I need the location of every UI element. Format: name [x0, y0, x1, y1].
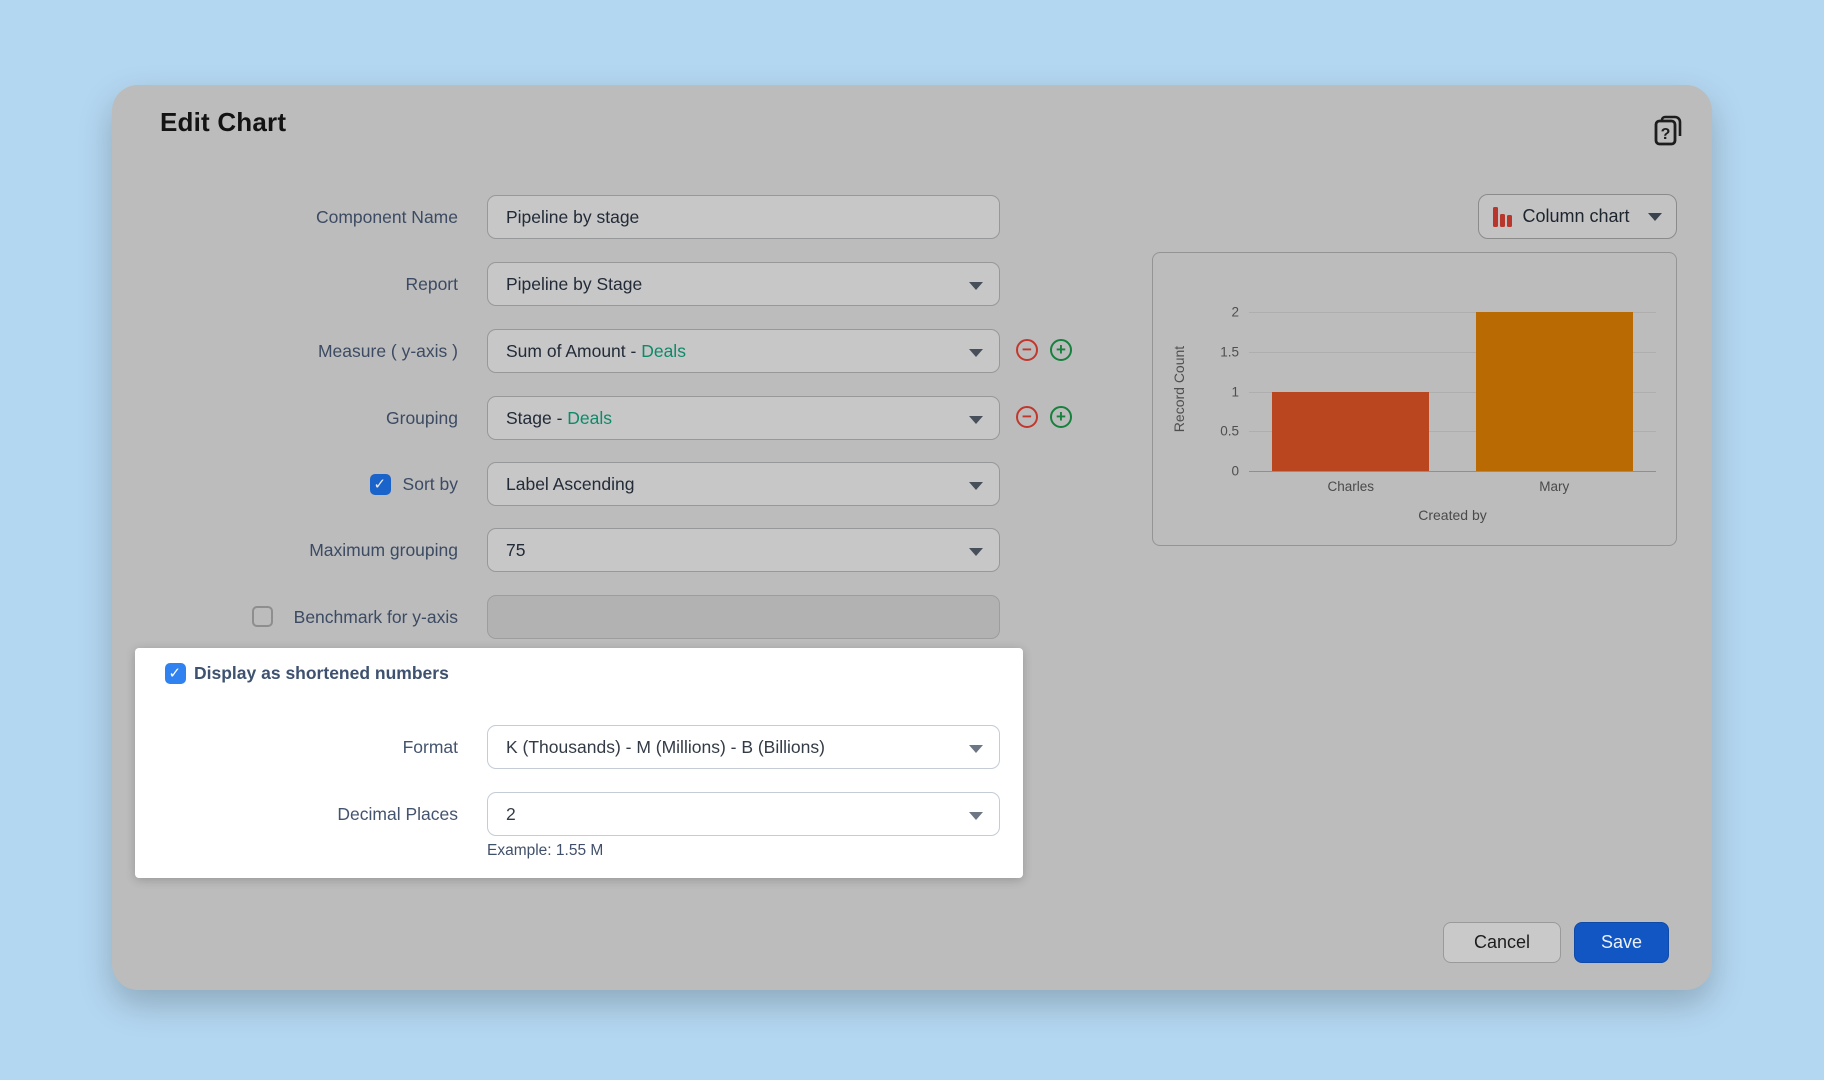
sort-by-label: Sort by [402, 474, 458, 494]
y-tick-label: 1.5 [1220, 344, 1239, 360]
grouping-module-accent: Deals [567, 408, 613, 428]
shortened-numbers-checkbox[interactable] [165, 663, 186, 684]
bar-charles [1272, 391, 1430, 471]
gridline [1249, 391, 1656, 393]
chevron-down-icon [969, 745, 983, 753]
gridline [1249, 471, 1656, 472]
sort-by-checkbox[interactable] [370, 474, 391, 495]
gridline [1249, 351, 1656, 353]
y-tick-label: 0.5 [1220, 423, 1239, 439]
gridline [1249, 312, 1656, 313]
chevron-down-icon [969, 282, 983, 290]
edit-chart-dialog: Edit Chart ? Component Name Pipeline by … [112, 85, 1712, 990]
chevron-down-icon [969, 349, 983, 357]
report-dropdown[interactable]: Pipeline by Stage [487, 262, 1000, 306]
chevron-down-icon [969, 548, 983, 556]
chevron-down-icon [969, 482, 983, 490]
svg-text:?: ? [1661, 126, 1671, 143]
decimal-places-dropdown[interactable]: 2 [487, 792, 1000, 836]
remove-measure-button[interactable]: − [1016, 339, 1038, 361]
maximum-grouping-dropdown[interactable]: 75 [487, 528, 1000, 572]
chart-type-label: Column chart [1522, 206, 1630, 226]
y-tick-label: 1 [1231, 384, 1239, 399]
format-dropdown[interactable]: K (Thousands) - M (Millions) - B (Billio… [487, 725, 1000, 769]
grouping-dropdown[interactable]: Stage - Deals [487, 396, 1000, 440]
grouping-label: Grouping [386, 408, 458, 428]
help-icon[interactable]: ? [1650, 113, 1686, 151]
benchmark-label: Benchmark for y-axis [293, 607, 458, 627]
chart-preview-panel: Record Count 0 0.5 1 1.5 2 Charles Mary Creat… [1152, 252, 1677, 546]
measure-dropdown[interactable]: Sum of Amount - Deals [487, 329, 1000, 373]
add-grouping-button[interactable]: + [1050, 406, 1072, 428]
benchmark-input [487, 595, 1000, 639]
remove-grouping-button[interactable]: − [1016, 406, 1038, 428]
report-label: Report [405, 274, 458, 294]
measure-module-accent: Deals [641, 341, 686, 361]
format-label: Format [402, 737, 458, 757]
measure-label: Measure ( y-axis ) [317, 341, 458, 361]
x-category-label: Mary [1539, 479, 1570, 494]
chevron-down-icon [1648, 212, 1662, 221]
x-category-label: Charles [1327, 479, 1375, 494]
y-tick-label: 0 [1231, 463, 1239, 479]
maximum-grouping-label: Maximum grouping [309, 540, 458, 560]
example-text: Example: 1.55 M [487, 842, 604, 859]
bar-mary [1475, 312, 1633, 471]
save-button[interactable]: Save [1574, 922, 1669, 963]
dialog-title: Edit Chart [160, 107, 287, 137]
decimal-places-label: Decimal Places [337, 804, 458, 824]
chart-plot [1249, 312, 1656, 472]
add-measure-button[interactable]: + [1050, 339, 1072, 361]
chevron-down-icon [969, 416, 983, 424]
y-tick-label: 2 [1231, 304, 1239, 320]
sort-by-dropdown[interactable]: Label Ascending [487, 462, 1000, 506]
x-axis-title: Created by [1418, 507, 1487, 523]
component-name-label: Component Name [315, 207, 458, 227]
column-chart-icon [1493, 206, 1512, 227]
chevron-down-icon [969, 812, 983, 820]
chart-type-dropdown[interactable]: Column chart [1478, 194, 1677, 239]
shortened-numbers-label[interactable]: Display as shortened numbers [194, 663, 449, 683]
benchmark-checkbox[interactable] [252, 606, 273, 627]
cancel-button[interactable]: Cancel [1443, 922, 1561, 963]
component-name-input[interactable]: Pipeline by stage [487, 195, 1000, 239]
gridline [1249, 431, 1656, 433]
